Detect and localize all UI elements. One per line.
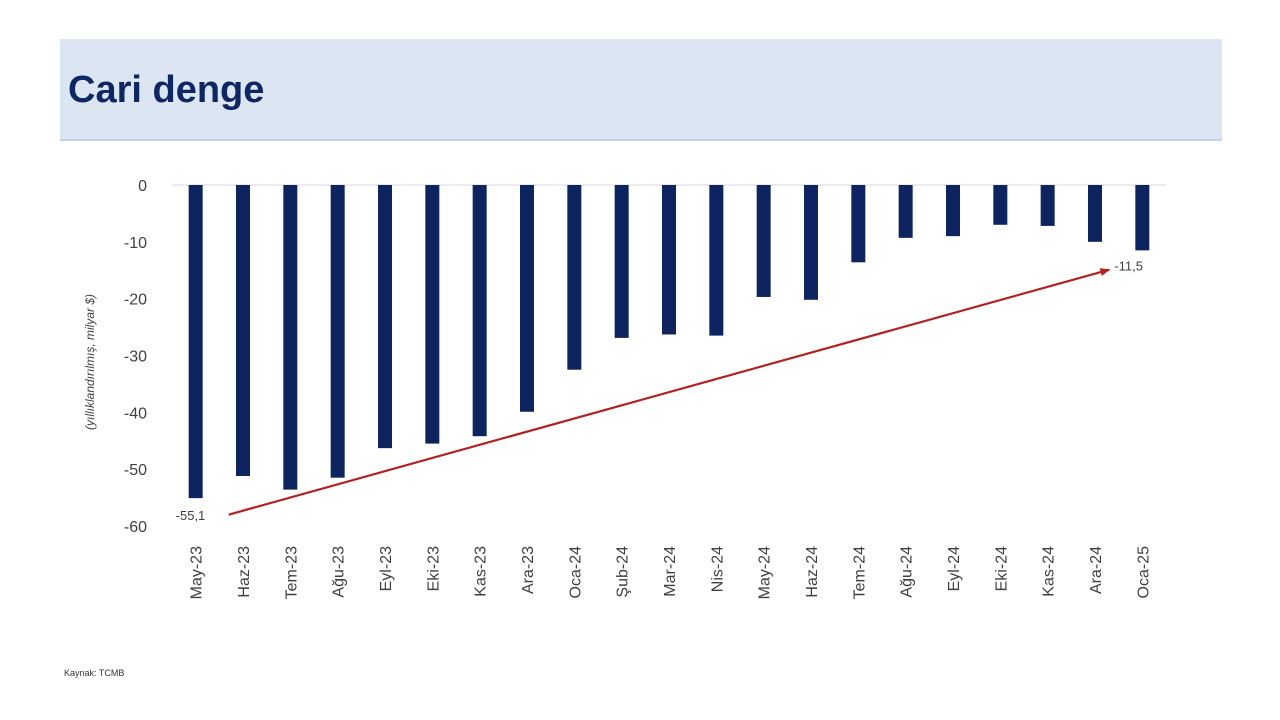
bar-Tem-23	[283, 185, 298, 490]
y-tick-label: -20	[124, 292, 147, 309]
y-tick-label: -60	[124, 519, 147, 536]
bar-May-24	[756, 185, 771, 297]
bar-Ara-24	[1088, 185, 1102, 242]
x-tick-label: Eyl-23	[378, 546, 395, 591]
trend-arrow	[228, 268, 1111, 516]
bar-Eki-24	[993, 185, 1008, 225]
bar-Eki-23	[425, 185, 440, 444]
y-tick-label: -40	[124, 405, 147, 422]
x-tick-label: Ağu-23	[331, 546, 348, 598]
x-tick-label: Kas-23	[473, 546, 490, 597]
x-tick-label: May-24	[757, 546, 774, 599]
bar-Eyl-24	[946, 185, 960, 237]
bar-Oca-24	[567, 185, 582, 370]
x-tick-label: Eki-23	[425, 546, 442, 591]
y-tick-label: -30	[124, 349, 147, 366]
source-note: Kaynak: TCMB	[64, 668, 125, 678]
bar-Tem-24	[851, 185, 866, 263]
bar-Nis-24	[709, 185, 724, 336]
x-tick-label: Ara-23	[520, 546, 537, 594]
data-label: -55,1	[176, 508, 206, 523]
bar-Haz-23	[236, 185, 250, 476]
x-tick-label: Haz-23	[236, 546, 253, 598]
x-tick-label: Ağu-24	[899, 546, 916, 598]
bar-Mar-24	[662, 185, 676, 335]
bar-Oca-25	[1135, 185, 1150, 251]
x-tick-label: Şub-24	[615, 546, 632, 598]
bar-Kas-24	[1040, 185, 1055, 226]
bar-Ara-23	[520, 185, 534, 412]
y-tick-label: -10	[124, 235, 147, 252]
x-tick-label: Haz-24	[804, 546, 821, 598]
y-tick-label: 0	[138, 178, 147, 195]
x-tick-label: Eyl-24	[946, 546, 963, 591]
x-tick-label: Mar-24	[662, 546, 679, 597]
y-tick-label: -50	[124, 462, 147, 479]
x-tick-label: Ara-24	[1088, 546, 1105, 594]
bar-Kas-23	[472, 185, 487, 437]
x-tick-label: Tem-23	[283, 546, 300, 599]
bar-May-23	[188, 185, 203, 499]
bar-Eyl-23	[378, 185, 392, 449]
x-tick-label: Kas-24	[1041, 546, 1058, 597]
bar-Ağu-24	[898, 185, 913, 238]
x-tick-label: Eki-24	[993, 546, 1010, 591]
x-tick-label: Tem-24	[851, 546, 868, 599]
title-band: Cari denge	[60, 39, 1222, 141]
data-label: -11,5	[1114, 258, 1143, 273]
x-tick-label: Oca-25	[1135, 546, 1152, 599]
x-tick-label: May-23	[189, 546, 206, 599]
x-tick-label: Nis-24	[709, 546, 726, 592]
bar-Şub-24	[614, 185, 629, 338]
bar-Ağu-23	[330, 185, 345, 478]
page-title: Cari denge	[68, 69, 265, 111]
bar-Haz-24	[804, 185, 818, 300]
y-axis-label: (yıllıklandırılmış, milyar $)	[83, 294, 97, 430]
x-tick-label: Oca-24	[567, 546, 584, 599]
